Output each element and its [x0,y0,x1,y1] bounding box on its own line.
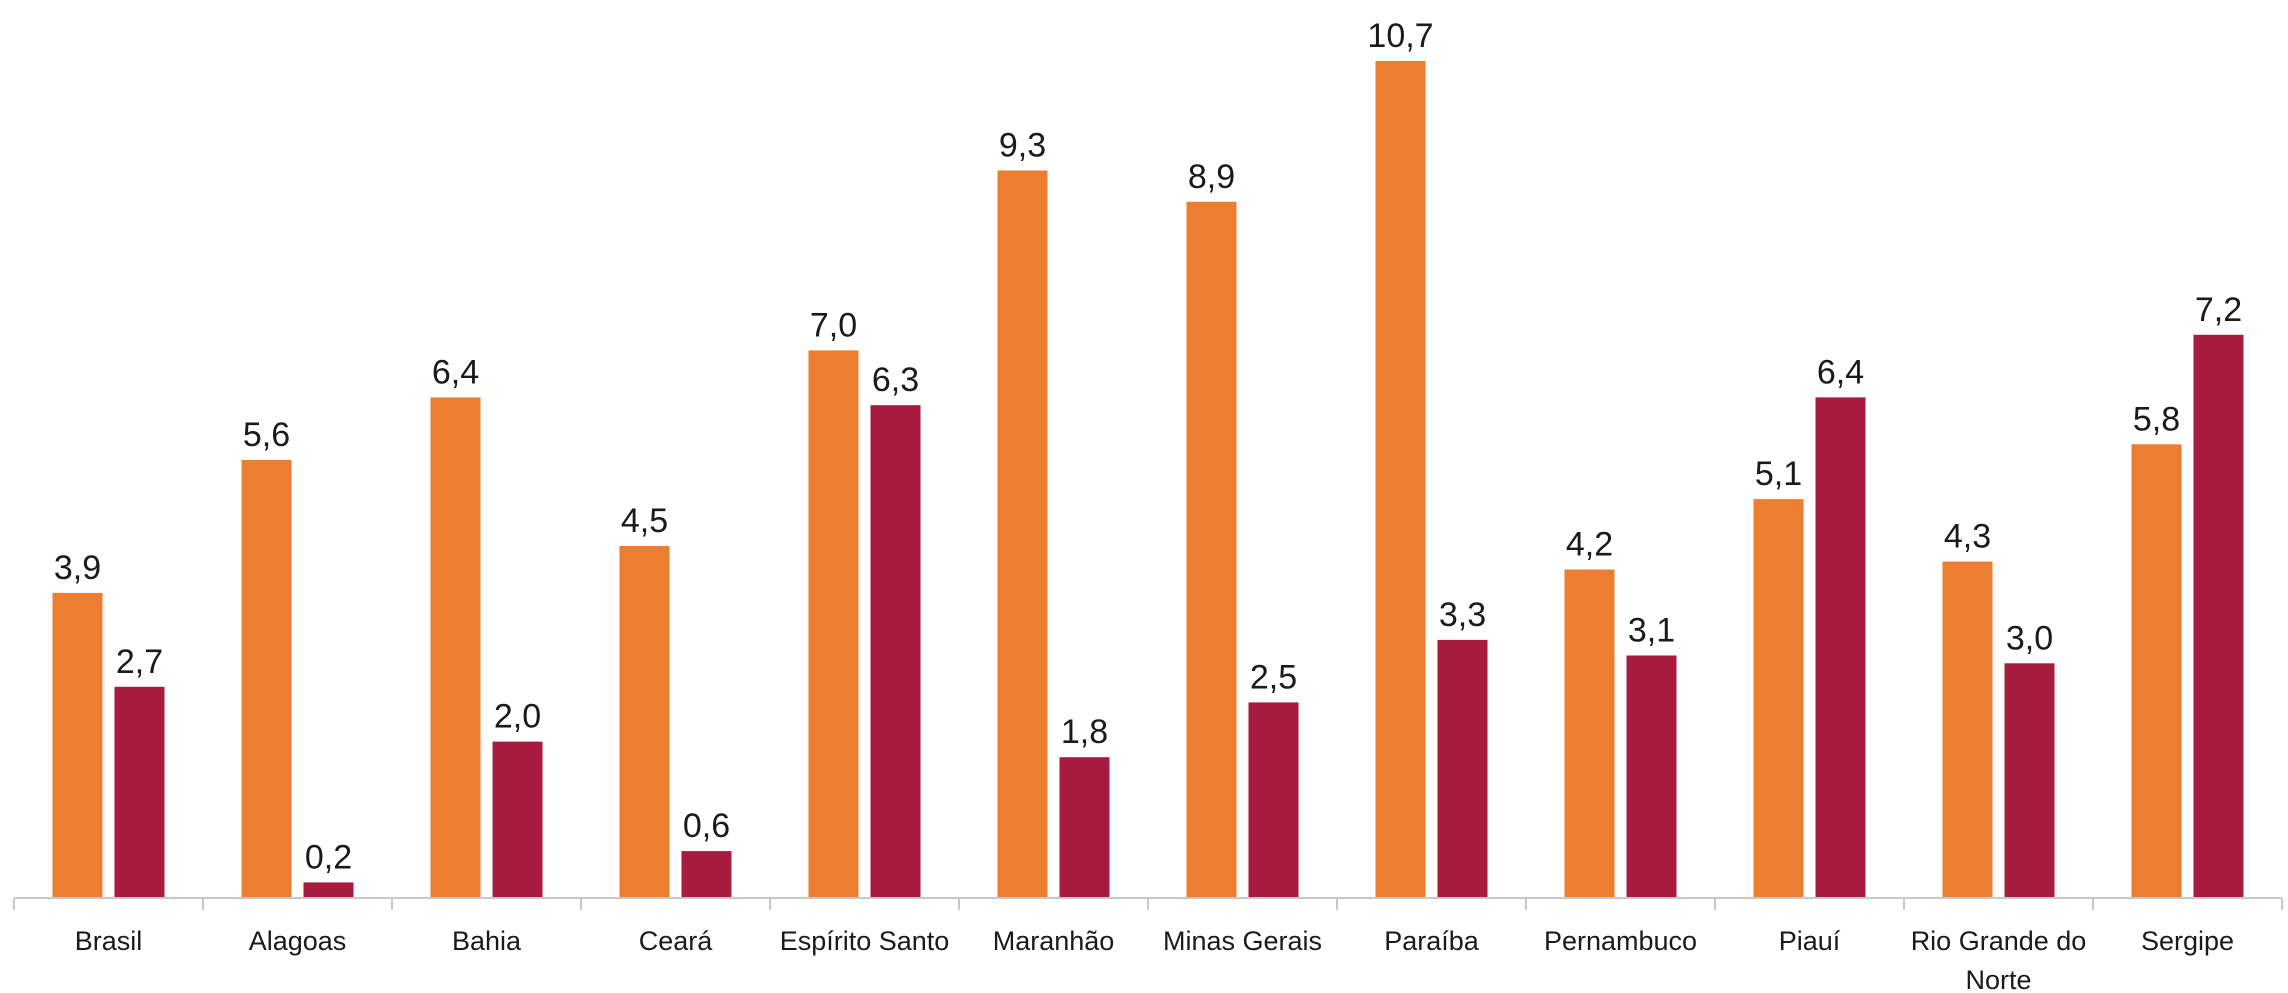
x-tick-label-7: Paraíba [1384,926,1480,956]
data-label-series-1-10: 4,3 [1944,518,1991,556]
data-label-series-2-9: 6,4 [1817,353,1864,391]
x-tick-label-line: Maranhão [993,926,1115,956]
bar-series-2-2 [492,741,543,898]
bar-series-2-9 [1815,397,1866,898]
bar-series-2-10 [2004,663,2055,898]
bar-series-2-1 [303,882,354,898]
x-tick-label-3: Ceará [639,926,714,956]
data-label-series-2-5: 1,8 [1061,713,1108,751]
bar-series-2-3 [681,851,732,898]
data-label-series-2-8: 3,1 [1628,612,1675,650]
bar-series-1-9 [1753,499,1804,898]
bar-series-1-4 [808,350,859,898]
x-tick-label-10: Rio Grande do Norte [1911,926,2087,993]
bar-series-2-4 [870,405,921,898]
data-label-series-2-4: 6,3 [872,361,919,399]
x-tick-label-line: Bahia [452,926,522,956]
x-tick-label-line: Minas Gerais [1163,926,1322,956]
data-label-series-2-7: 3,3 [1439,596,1486,634]
data-label-series-2-0: 2,7 [116,643,163,681]
x-tick-label-9: Piauí [1779,926,1841,956]
data-label-series-1-7: 10,7 [1367,17,1433,55]
x-tick-label-11: Sergipe [2141,926,2234,956]
data-label-series-1-0: 3,9 [54,549,101,587]
data-label-series-1-8: 4,2 [1566,526,1613,564]
data-label-series-1-2: 6,4 [432,353,479,391]
data-label-series-1-5: 9,3 [999,127,1046,165]
x-tick-label-6: Minas Gerais [1163,926,1322,956]
x-tick-label-line: Brasil [75,926,143,956]
data-label-series-2-3: 0,6 [683,807,730,845]
data-label-series-2-2: 2,0 [494,698,541,736]
x-tick-label-line: Paraíba [1384,926,1480,956]
x-tick-label-line: Piauí [1779,926,1841,956]
x-tick-label-8: Pernambuco [1544,926,1697,956]
bar-series-2-8 [1626,655,1677,898]
bar-series-1-5 [997,170,1048,898]
bars-layer [52,61,2244,899]
data-label-series-1-9: 5,1 [1755,455,1802,493]
x-tick-label-line: Ceará [639,926,714,956]
bar-series-1-0 [52,592,103,898]
data-label-series-2-1: 0,2 [305,838,352,876]
bar-series-2-11 [2193,334,2244,898]
x-tick-label-0: Brasil [75,926,143,956]
data-label-series-2-10: 3,0 [2006,619,2053,657]
x-tick-label-line: Norte [1965,965,2031,993]
data-label-series-1-11: 5,8 [2133,400,2180,438]
data-label-series-1-6: 8,9 [1188,158,1235,196]
x-tick-label-2: Bahia [452,926,522,956]
data-label-series-2-11: 7,2 [2195,291,2242,329]
bar-series-1-6 [1186,201,1237,899]
bar-series-1-2 [430,397,481,898]
data-label-series-1-4: 7,0 [810,306,857,344]
x-tick-label-line: Alagoas [249,926,347,956]
x-tick-label-line: Pernambuco [1544,926,1697,956]
bar-series-2-7 [1437,639,1488,898]
bar-series-2-6 [1248,702,1299,898]
x-tick-label-line: Sergipe [2141,926,2234,956]
bar-series-1-3 [619,546,670,898]
bar-series-2-5 [1059,757,1110,898]
x-tick-label-4: Espírito Santo [780,926,950,956]
bar-series-1-1 [241,459,292,898]
x-tick-label-5: Maranhão [993,926,1115,956]
x-tick-label-1: Alagoas [249,926,347,956]
x-axis: Brasil Alagoas Bahia Ceará Espírito Santo Mar… [13,897,2283,993]
data-label-series-1-1: 5,6 [243,416,290,454]
bar-series-1-7 [1375,61,1426,898]
x-tick-label-line: Espírito Santo [780,926,950,956]
data-label-series-1-3: 4,5 [621,502,668,540]
bar-series-1-8 [1564,569,1615,898]
bar-series-1-10 [1942,561,1993,898]
data-label-series-2-6: 2,5 [1250,658,1297,696]
bar-series-2-0 [114,686,165,898]
bar-series-1-11 [2131,444,2182,898]
x-tick-label-line: Rio Grande do [1911,926,2087,956]
data-labels-layer: 3,9 2,7 5,6 0,2 6,4 2,0 4,5 0,6 7,0 6,3 9,3 1,8 8,9 2… [54,17,2242,876]
